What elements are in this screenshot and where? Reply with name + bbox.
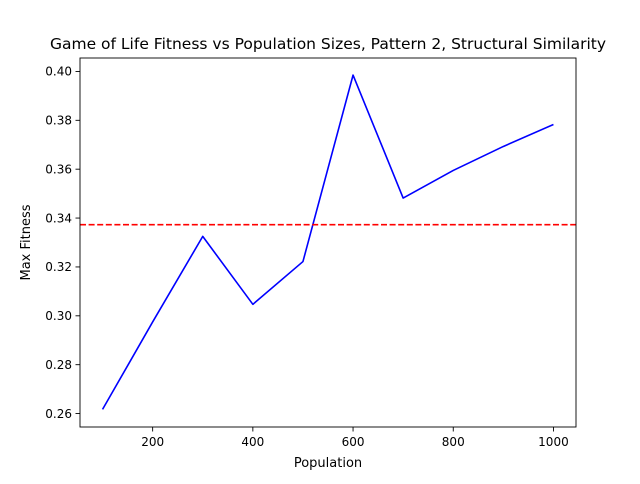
x-tick-label: 600: [342, 435, 365, 449]
x-tick-label: 400: [241, 435, 264, 449]
y-tick-label: 0.28: [45, 358, 72, 372]
y-tick-label: 0.34: [45, 211, 72, 225]
x-tick-label: 800: [442, 435, 465, 449]
y-tick-label: 0.40: [45, 65, 72, 79]
y-tick-label: 0.32: [45, 260, 72, 274]
y-tick-label: 0.26: [45, 407, 72, 421]
x-tick-label: 200: [141, 435, 164, 449]
y-tick-label: 0.30: [45, 309, 72, 323]
y-tick-label: 0.36: [45, 162, 72, 176]
y-axis-label: Max Fitness: [19, 204, 34, 280]
chart-title: Game of Life Fitness vs Population Sizes…: [50, 35, 606, 53]
x-axis-label: Population: [294, 456, 362, 471]
y-tick-label: 0.38: [45, 114, 72, 128]
x-tick-label: 1000: [538, 435, 569, 449]
